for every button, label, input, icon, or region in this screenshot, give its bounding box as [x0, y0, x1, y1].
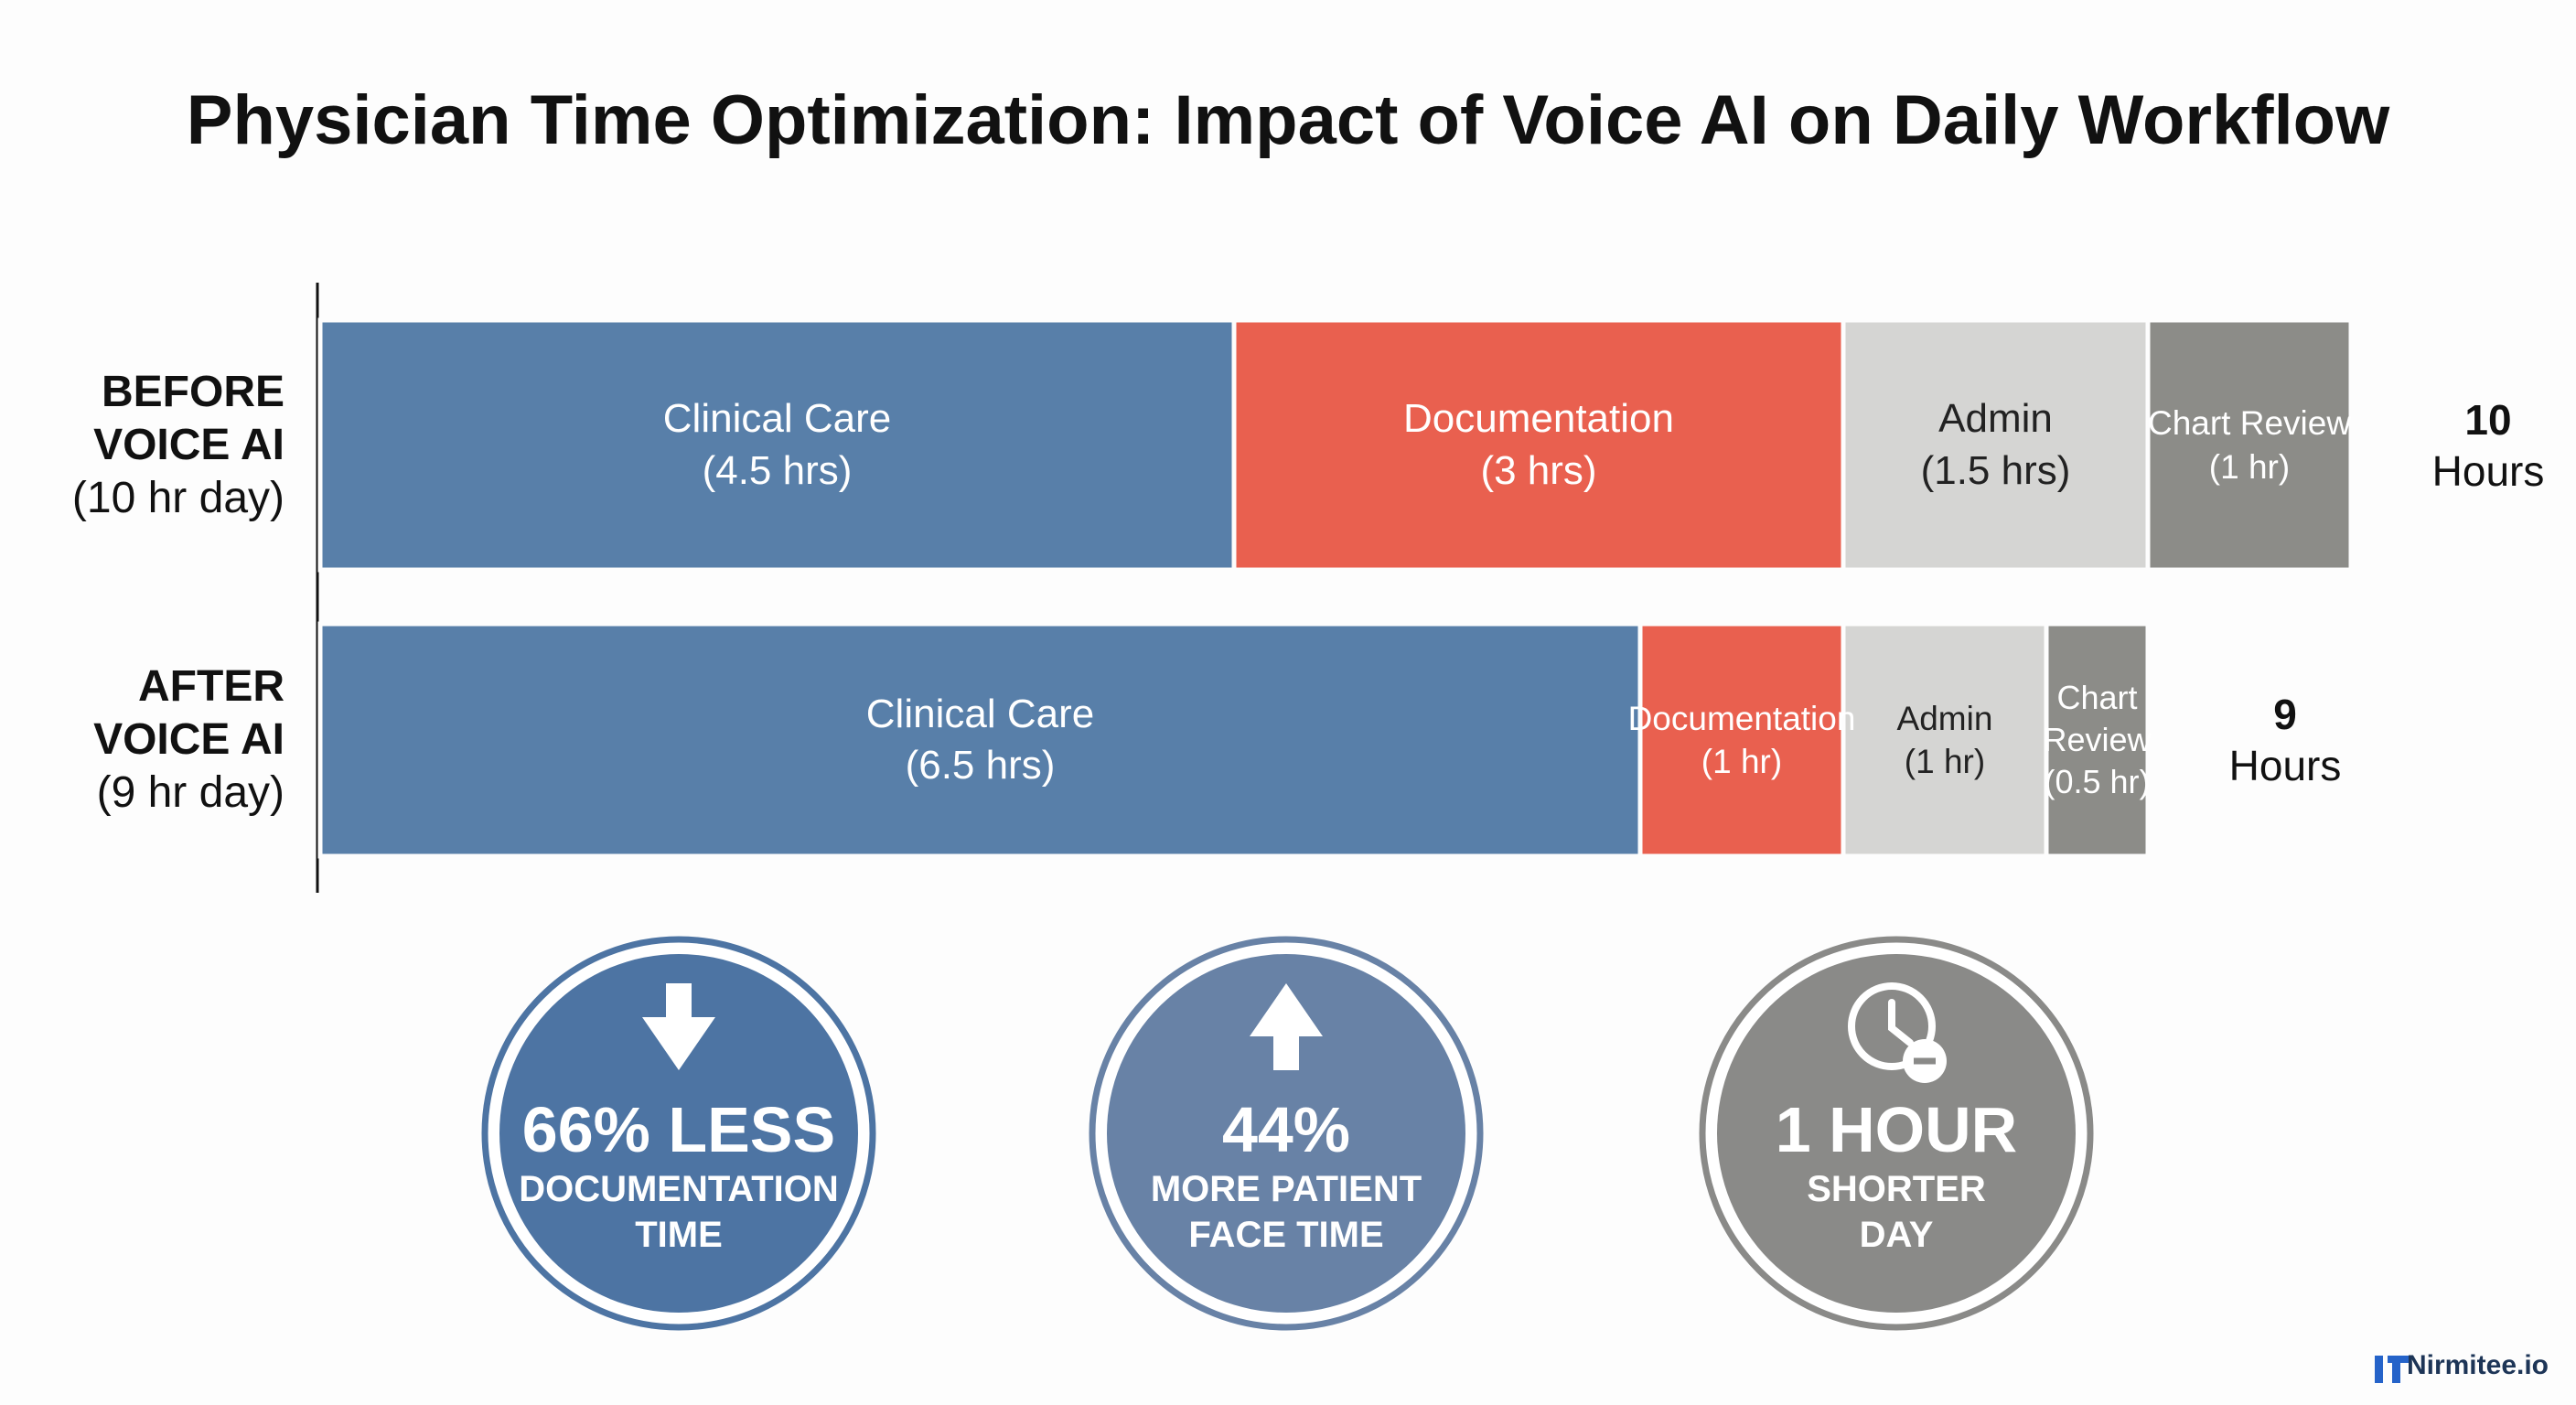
total-unit: Hours [2431, 446, 2545, 495]
segment-value: (4.5 hrs) [702, 447, 853, 493]
badge [1699, 936, 2094, 1331]
segment-value: (1.5 hrs) [1920, 447, 2071, 493]
segment-label: Admin (1.5 hrs) [1843, 320, 2148, 570]
segment-value: (1 hr) [1701, 743, 1783, 780]
clock-hands [1888, 999, 1914, 1046]
brand-logo [2375, 1356, 2411, 1383]
segment-name: Admin [1938, 396, 2053, 442]
segment-label: Chart Review (0.5 hr) [2043, 624, 2152, 856]
badge-disc [499, 954, 858, 1313]
segment-label: Clinical Care (6.5 hrs) [320, 624, 1640, 856]
bar-segment [2044, 621, 2151, 859]
badge-text: 66% LESS DOCUMENTATION TIME [496, 1093, 862, 1258]
segment-value: (0.5 hr) [2044, 763, 2151, 801]
bar-segment [1841, 621, 2049, 859]
bar-segment [1231, 317, 1846, 573]
logo-bar [2375, 1356, 2383, 1383]
category-line: AFTER [138, 662, 284, 711]
segment-name: Documentation [1627, 699, 1856, 737]
segment-label: Documentation (1 hr) [1628, 624, 1856, 856]
segment-label: Clinical Care (4.5 hrs) [320, 320, 1234, 570]
total-label: 9 Hours [2194, 689, 2377, 791]
category-note: (10 hr day) [71, 473, 284, 522]
badge-headline: 44% [1221, 1094, 1351, 1165]
badge-line: FACE TIME [1188, 1215, 1384, 1255]
segment-name: Chart Review [2043, 678, 2152, 758]
segment-name: Clinical Care [865, 691, 1095, 736]
badge-text: 44% MORE PATIENT FACE TIME [1103, 1093, 1469, 1258]
badge [481, 936, 876, 1331]
bar-segment [1841, 317, 2151, 573]
bar-segment [317, 621, 1643, 859]
badge-line: DOCUMENTATION [519, 1169, 839, 1209]
segment-value: (1 hr) [1904, 743, 1986, 780]
segment-value: (3 hrs) [1480, 447, 1597, 493]
category-line: BEFORE [101, 367, 284, 416]
badge-line: MORE PATIENT [1150, 1169, 1422, 1209]
badge-line: SHORTER [1807, 1169, 1986, 1209]
badge-text: 1 HOUR SHORTER DAY [1713, 1093, 2079, 1258]
segment-label: Admin (1 hr) [1843, 624, 2046, 856]
segment-name: Documentation [1403, 396, 1674, 442]
category-label: BEFORE VOICE AI (10 hr day) [10, 366, 284, 525]
total-unit: Hours [2228, 742, 2342, 789]
badge-headline: 1 HOUR [1775, 1094, 2018, 1165]
segment-value: (6.5 hrs) [905, 743, 1056, 788]
segment-label: Chart Review (1 hr) [2148, 320, 2351, 570]
badge-headline: 66% LESS [521, 1094, 836, 1165]
badge-disc [1107, 954, 1465, 1313]
bar-segment [2145, 317, 2354, 573]
clock-icon [1848, 982, 1936, 1070]
category-line: VOICE AI [93, 420, 284, 469]
arrow-down-icon [642, 983, 715, 1070]
badge-disc [1717, 954, 2076, 1313]
brand: Nirmitee.io [2406, 1350, 2549, 1380]
segment-name: Clinical Care [662, 396, 892, 442]
badge [1089, 936, 1484, 1331]
segment-name: Chart Review [2147, 404, 2352, 443]
category-label: AFTER VOICE AI (9 hr day) [10, 660, 284, 820]
chart-title: Physician Time Optimization: Impact of V… [186, 81, 2390, 159]
badge-line: DAY [1859, 1215, 1934, 1255]
arrow-up-icon [1250, 983, 1323, 1070]
total-value: 9 [2273, 691, 2297, 738]
segment-name: Admin [1896, 699, 1993, 737]
category-note: (9 hr day) [96, 768, 284, 817]
total-value: 10 [2464, 395, 2512, 444]
badge-line: TIME [635, 1215, 723, 1255]
total-label: 10 Hours [2397, 394, 2576, 497]
category-line: VOICE AI [93, 715, 284, 764]
logo-shape [2388, 1356, 2411, 1383]
segment-value: (1 hr) [2208, 447, 2291, 486]
segment-label: Documentation (3 hrs) [1234, 320, 1843, 570]
